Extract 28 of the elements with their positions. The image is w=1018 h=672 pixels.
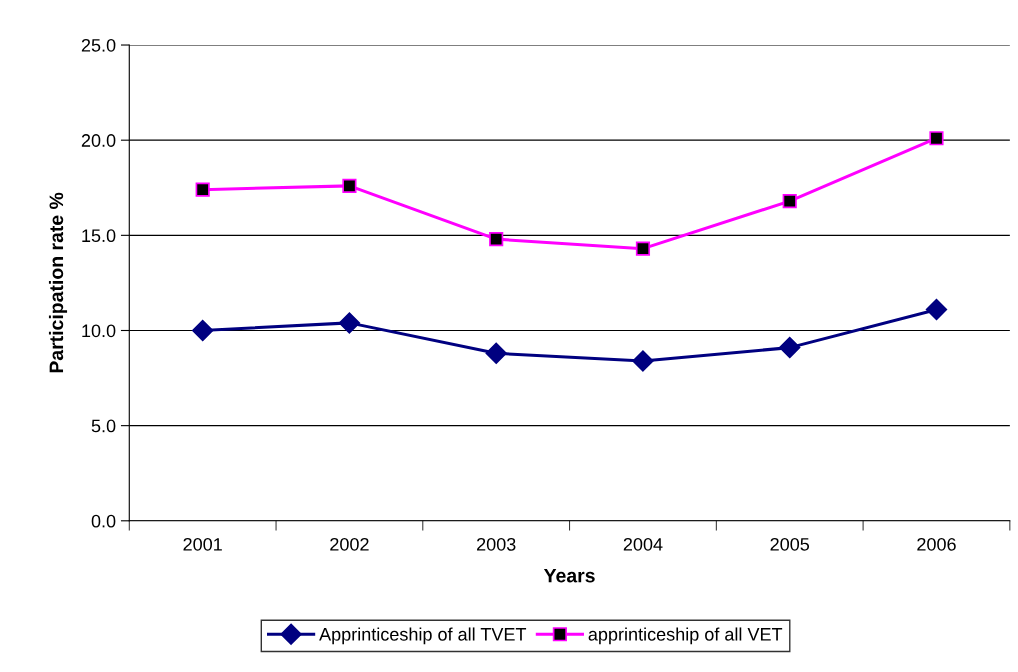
legend-label: Apprinticeship of all TVET bbox=[319, 627, 527, 645]
point bbox=[929, 131, 944, 146]
point bbox=[782, 193, 797, 209]
legend-label: apprinticeship of all VET bbox=[588, 627, 783, 645]
y-tick-label: 20.0 bbox=[81, 134, 116, 147]
y-tick-label: 15.0 bbox=[82, 229, 116, 243]
point bbox=[195, 182, 210, 197]
point bbox=[338, 312, 361, 334]
x-tick-label: 2004 bbox=[623, 537, 663, 551]
y-axis-title: Participation rate % bbox=[48, 192, 68, 373]
y-tick-label: 5.0 bbox=[91, 419, 116, 433]
x-axis-title: Years bbox=[543, 568, 595, 583]
y-tick-label: 10.0 bbox=[82, 324, 116, 338]
y-tick-label: 25.0 bbox=[81, 38, 116, 52]
x-tick-label: 2001 bbox=[183, 537, 222, 551]
y-tick-label: 0.0 bbox=[91, 514, 116, 528]
point bbox=[489, 232, 504, 247]
point bbox=[632, 350, 654, 372]
x-tick-label: 2006 bbox=[917, 537, 956, 551]
point bbox=[635, 241, 651, 256]
point bbox=[342, 178, 357, 193]
point bbox=[925, 298, 948, 321]
x-tick-label: 2002 bbox=[330, 537, 369, 551]
x-tick-label: 2003 bbox=[477, 537, 516, 551]
point bbox=[779, 336, 801, 359]
x-tick-label: 2005 bbox=[770, 537, 810, 551]
point bbox=[192, 319, 214, 342]
point bbox=[485, 342, 507, 364]
